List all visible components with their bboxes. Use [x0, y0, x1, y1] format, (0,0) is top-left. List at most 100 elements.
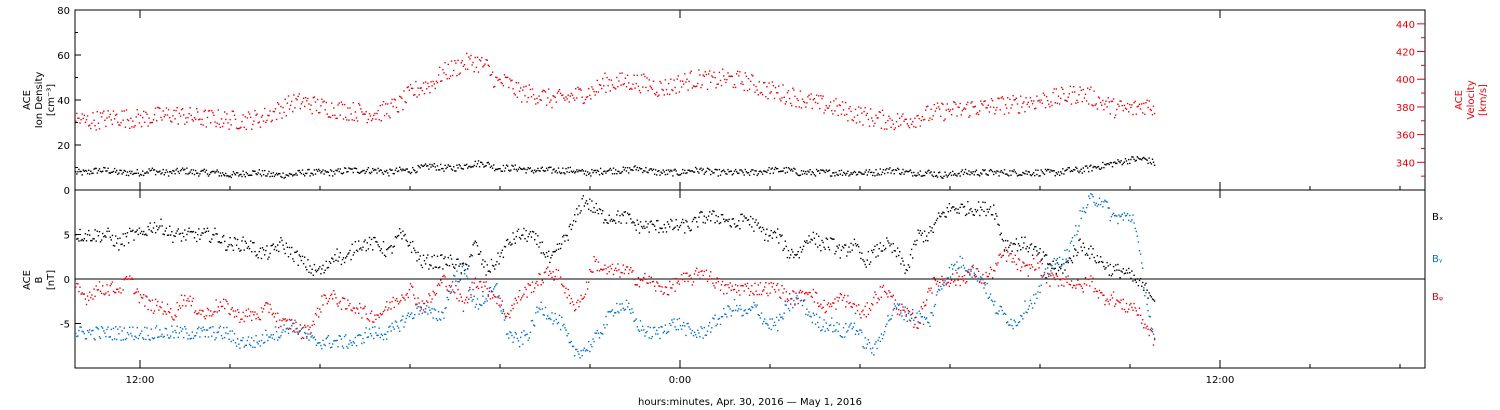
by-point: [567, 332, 569, 335]
density-point: [289, 173, 292, 175]
density-point: [1036, 173, 1038, 176]
by-point: [440, 319, 442, 321]
velocity-point: [585, 96, 588, 98]
by-point: [150, 328, 152, 330]
bx-point: [535, 233, 537, 235]
bx-point: [445, 263, 447, 265]
bz-point: [733, 288, 736, 291]
by-point: [880, 333, 883, 335]
density-point: [1052, 170, 1054, 172]
bx-point: [496, 261, 498, 263]
bx-point: [306, 269, 308, 271]
velocity-point: [221, 125, 224, 128]
bz-point: [558, 278, 561, 280]
velocity-point: [535, 103, 537, 105]
bx-point: [85, 240, 88, 242]
density-point: [1090, 164, 1092, 166]
velocity-point: [322, 101, 324, 103]
density-point: [503, 170, 506, 172]
bz-point: [617, 263, 619, 265]
by-point: [860, 329, 862, 331]
density-point: [972, 171, 974, 173]
bx-point: [372, 249, 374, 251]
by-point: [604, 327, 606, 329]
density-point: [119, 169, 121, 171]
velocity-point: [382, 101, 385, 103]
bx-point: [432, 267, 434, 270]
velocity-point: [878, 111, 880, 113]
density-point: [444, 164, 446, 166]
bx-point: [352, 254, 354, 256]
density-point: [653, 173, 656, 175]
velocity-tick-label: 340: [1396, 158, 1415, 169]
velocity-point: [1030, 100, 1033, 102]
bz-point: [469, 286, 471, 289]
velocity-point: [576, 97, 578, 99]
velocity-point: [701, 84, 703, 86]
density-point: [794, 168, 796, 170]
by-point: [845, 323, 847, 325]
by-point: [268, 336, 270, 338]
bx-point: [752, 218, 754, 220]
by-point: [661, 326, 663, 328]
density-point: [570, 170, 573, 172]
bz-point: [501, 300, 503, 302]
velocity-point: [341, 103, 344, 106]
density-point: [169, 171, 171, 173]
bz-point: [864, 305, 866, 308]
velocity-point: [609, 90, 611, 92]
by-point: [1151, 328, 1154, 330]
density-point: [602, 173, 604, 175]
density-point: [865, 169, 867, 171]
bx-point: [1114, 269, 1116, 272]
bx-point: [1133, 274, 1135, 276]
bx-point: [522, 234, 524, 236]
by-point: [1079, 210, 1081, 212]
by-point: [1148, 315, 1150, 317]
bz-point: [763, 289, 765, 291]
density-point: [1078, 171, 1080, 174]
bx-point: [879, 242, 881, 244]
velocity-point: [1043, 94, 1046, 96]
by-point: [814, 323, 817, 325]
bz-point: [997, 262, 999, 264]
bz-point: [713, 285, 715, 287]
velocity-point: [741, 81, 743, 83]
density-point: [136, 169, 138, 171]
bz-point: [1097, 297, 1100, 299]
velocity-point: [388, 115, 390, 117]
density-point: [200, 170, 202, 172]
velocity-point: [724, 78, 726, 81]
by-point: [826, 327, 829, 330]
bz-point: [1048, 275, 1050, 277]
density-point: [306, 172, 308, 175]
density-point: [950, 174, 953, 177]
density-point: [663, 171, 665, 173]
velocity-point: [129, 127, 131, 129]
by-point: [90, 333, 92, 336]
velocity-point: [692, 85, 695, 87]
by-point: [738, 308, 740, 310]
density-point: [738, 172, 740, 174]
velocity-point: [122, 119, 124, 121]
by-point: [1036, 297, 1038, 300]
bx-point: [433, 254, 435, 257]
velocity-point: [915, 126, 917, 128]
bz-point: [1012, 257, 1014, 260]
bz-point: [531, 281, 534, 283]
by-point: [76, 335, 78, 338]
velocity-point: [792, 87, 794, 89]
velocity-point: [801, 98, 804, 100]
by-point: [853, 322, 856, 324]
bz-point: [607, 266, 609, 268]
bz-point: [142, 297, 144, 299]
bx-point: [360, 247, 362, 249]
by-point: [1107, 207, 1109, 209]
density-point: [92, 172, 94, 174]
by-point: [1029, 299, 1032, 302]
density-point: [974, 170, 976, 173]
density-point: [1029, 174, 1032, 176]
density-point: [714, 168, 716, 171]
density-point: [728, 171, 730, 173]
velocity-point: [487, 64, 489, 66]
